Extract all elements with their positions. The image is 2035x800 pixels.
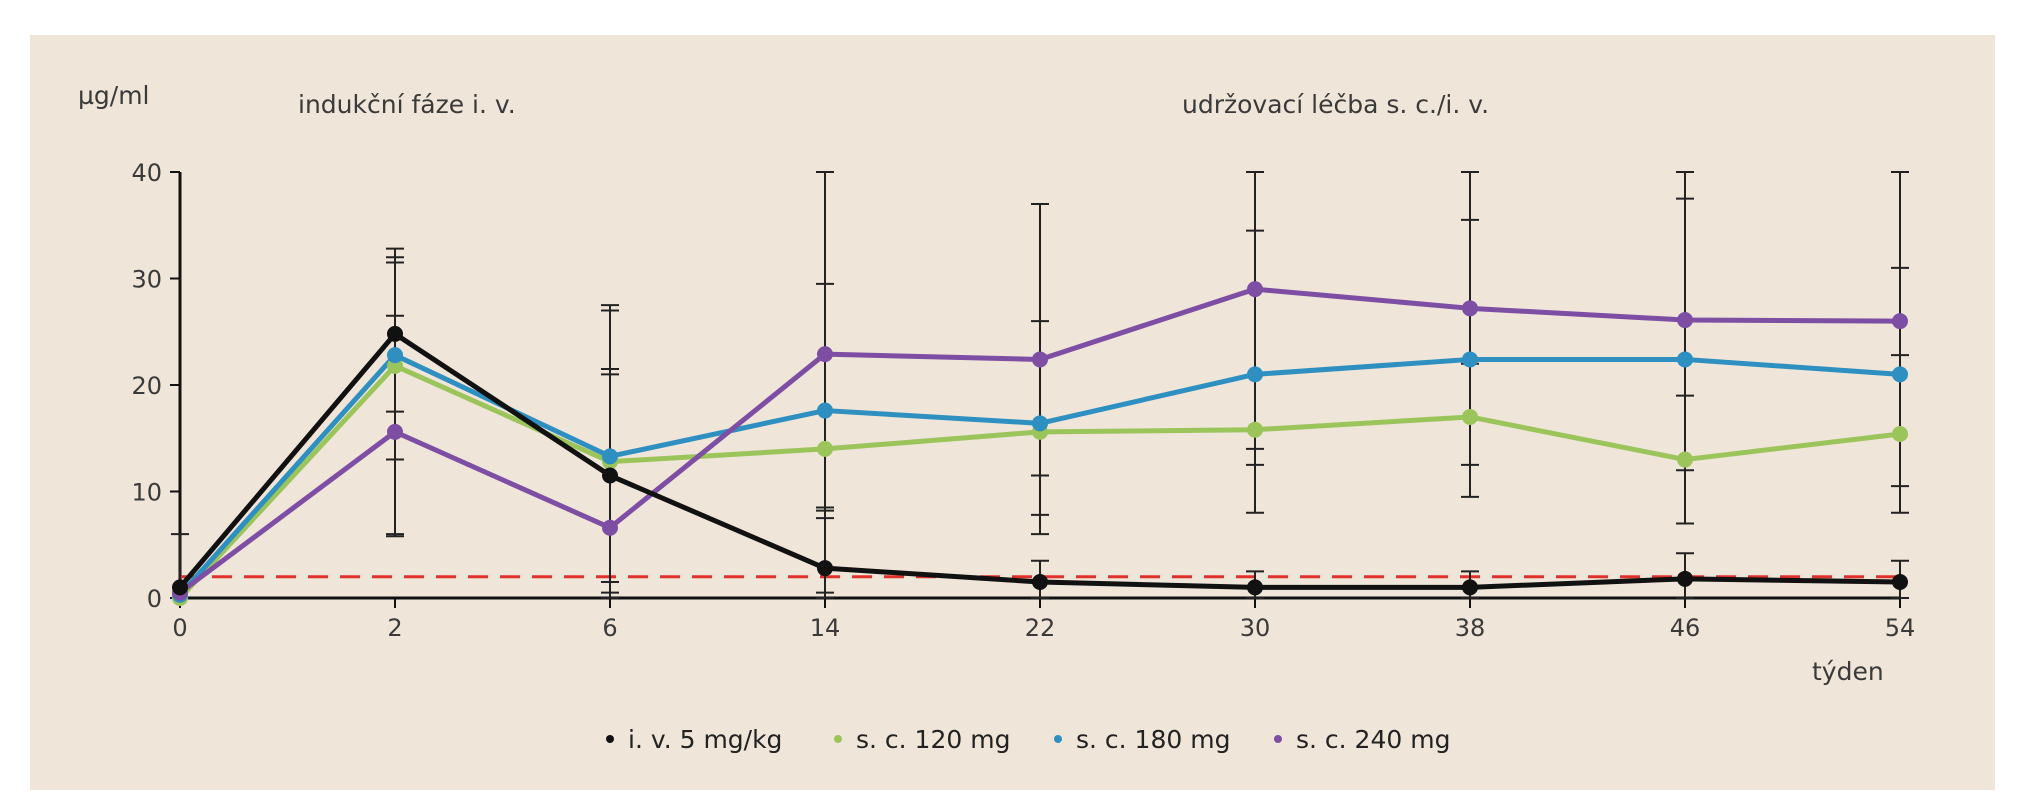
data-point — [817, 402, 833, 419]
data-point — [1677, 451, 1693, 468]
data-point — [817, 346, 833, 363]
data-point — [1247, 579, 1263, 596]
x-tick-label: 2 — [387, 614, 402, 642]
x-tick-label: 0 — [172, 614, 187, 642]
data-point — [1032, 574, 1048, 591]
data-point — [1892, 313, 1908, 330]
x-tick-label: 14 — [810, 614, 841, 642]
legend-label: s. c. 180 mg — [1076, 725, 1230, 754]
data-point — [1462, 300, 1478, 317]
data-point — [387, 347, 403, 364]
data-point — [602, 448, 618, 465]
data-point — [602, 519, 618, 536]
data-point — [1247, 366, 1263, 383]
data-point — [1892, 574, 1908, 591]
legend-marker — [1054, 735, 1062, 743]
data-point — [1462, 579, 1478, 596]
annotation-induction-phase: indukční fáze i. v. — [298, 90, 516, 119]
legend-marker — [834, 735, 842, 743]
y-tick-label: 30 — [131, 266, 162, 294]
legend-marker — [1274, 735, 1282, 743]
data-point — [1677, 351, 1693, 368]
data-point — [387, 325, 403, 342]
x-tick-label: 30 — [1240, 614, 1271, 642]
data-point — [1247, 281, 1263, 298]
data-point — [1892, 366, 1908, 383]
chart-panel — [30, 35, 1995, 790]
data-point — [172, 579, 188, 596]
data-point — [1677, 570, 1693, 587]
data-point — [1247, 421, 1263, 438]
data-point — [1892, 425, 1908, 442]
x-tick-label: 38 — [1455, 614, 1486, 642]
x-tick-label: 54 — [1885, 614, 1916, 642]
y-axis-label: µg/ml — [78, 81, 150, 110]
y-tick-label: 20 — [131, 372, 162, 400]
data-point — [1032, 415, 1048, 432]
data-point — [387, 423, 403, 440]
y-tick-label: 40 — [131, 159, 162, 187]
data-point — [817, 560, 833, 577]
legend-label: s. c. 240 mg — [1296, 725, 1450, 754]
x-tick-label: 6 — [602, 614, 617, 642]
data-point — [817, 440, 833, 457]
legend: i. v. 5 mg/kg s. c. 120 mg s. c. 180 mg s. … — [606, 725, 1450, 754]
legend-label: i. v. 5 mg/kg — [628, 725, 782, 754]
x-tick-label: 22 — [1025, 614, 1056, 642]
x-tick-label: 46 — [1670, 614, 1701, 642]
y-tick-label: 0 — [147, 585, 162, 613]
data-point — [1677, 312, 1693, 329]
data-point — [602, 467, 618, 484]
legend-label: s. c. 120 mg — [856, 725, 1010, 754]
data-point — [1032, 351, 1048, 368]
annotation-maintenance-phase: udržovací léčba s. c./i. v. — [1182, 90, 1489, 119]
legend-marker — [606, 735, 614, 743]
data-point — [1462, 408, 1478, 425]
data-point — [1462, 351, 1478, 368]
y-tick-label: 10 — [131, 479, 162, 507]
x-axis-label: týden — [1812, 657, 1884, 686]
